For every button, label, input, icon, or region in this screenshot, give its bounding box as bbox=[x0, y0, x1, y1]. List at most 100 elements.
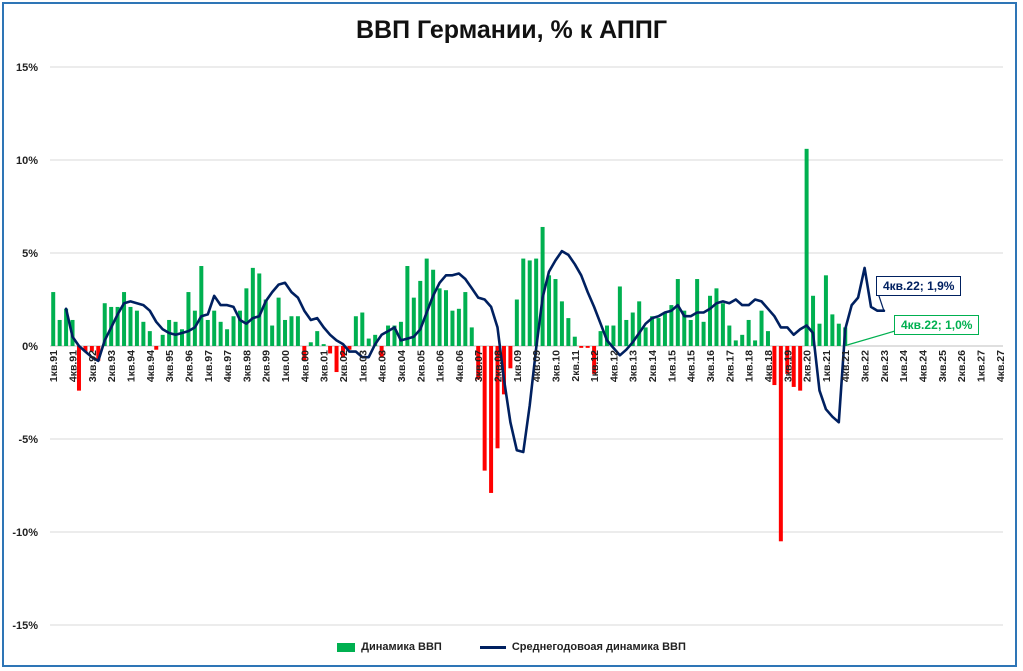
bar bbox=[199, 266, 204, 346]
x-tick-label: 1кв.09 bbox=[512, 350, 524, 382]
bar bbox=[688, 319, 693, 346]
bar bbox=[424, 258, 429, 346]
bar bbox=[418, 280, 423, 346]
bar bbox=[83, 346, 88, 352]
bar bbox=[295, 316, 300, 346]
bar bbox=[830, 314, 835, 346]
bar bbox=[257, 273, 262, 346]
x-tick-label: 2кв.96 bbox=[183, 350, 195, 382]
bar bbox=[675, 279, 680, 346]
bar bbox=[765, 331, 770, 346]
x-tick-label: 4кв.27 bbox=[995, 350, 1007, 382]
bar bbox=[514, 299, 519, 346]
bar bbox=[444, 290, 449, 346]
average-line bbox=[64, 249, 886, 454]
x-tick-label: 3кв.95 bbox=[164, 350, 176, 382]
bar bbox=[115, 306, 120, 346]
bar bbox=[617, 286, 622, 346]
bar bbox=[289, 316, 294, 346]
bar bbox=[811, 295, 816, 346]
bar bbox=[553, 279, 558, 346]
bar bbox=[437, 288, 442, 346]
bar bbox=[218, 321, 223, 346]
x-tick-label: 4кв.21 bbox=[840, 350, 852, 382]
bar bbox=[585, 346, 590, 348]
x-tick-label: 3кв.10 bbox=[551, 350, 563, 382]
x-tick-label: 2кв.02 bbox=[338, 350, 350, 382]
bar bbox=[669, 305, 674, 346]
bar bbox=[373, 334, 378, 346]
bar bbox=[495, 346, 500, 449]
bar bbox=[521, 258, 526, 346]
bar bbox=[662, 312, 667, 346]
bar bbox=[740, 334, 745, 346]
bar bbox=[540, 226, 545, 346]
bar bbox=[128, 306, 133, 346]
bar bbox=[482, 346, 487, 471]
bar bbox=[637, 301, 642, 346]
x-tick-label: 3кв.01 bbox=[319, 350, 331, 382]
legend: Динамика ВВП Среднегодовоая динамика ВВП bbox=[0, 641, 1023, 653]
y-tick-label: 0% bbox=[22, 341, 38, 353]
x-tick-label: 2кв.20 bbox=[802, 350, 814, 382]
callout-bar-last: 4кв.22; 1,0% bbox=[894, 315, 980, 335]
y-tick-label: 15% bbox=[16, 62, 38, 74]
bar bbox=[89, 346, 94, 352]
x-tick-label: 4кв.91 bbox=[68, 350, 80, 382]
x-tick-label: 2кв.11 bbox=[570, 350, 582, 382]
bar bbox=[431, 269, 436, 346]
x-axis-ticks: 1кв.91 4кв.91 3кв.92 2кв.93 1кв.94 4кв.94 3кв.… bbox=[48, 350, 1007, 382]
bar bbox=[791, 346, 796, 387]
x-tick-label: 3кв.19 bbox=[782, 350, 794, 382]
x-tick-label: 3кв.16 bbox=[705, 350, 717, 382]
bar bbox=[360, 312, 365, 346]
bar bbox=[463, 292, 468, 346]
bar bbox=[624, 319, 629, 346]
bar bbox=[753, 340, 758, 346]
x-tick-label: 3кв.07 bbox=[473, 350, 485, 382]
bar bbox=[785, 346, 790, 374]
x-tick-label: 2кв.23 bbox=[879, 350, 891, 382]
bar bbox=[450, 310, 455, 346]
bar bbox=[392, 325, 397, 346]
bar bbox=[386, 325, 391, 346]
bar bbox=[489, 346, 494, 493]
bar bbox=[334, 346, 339, 373]
x-tick-label: 1кв.21 bbox=[821, 350, 833, 382]
bar bbox=[798, 346, 803, 391]
bar bbox=[283, 319, 288, 346]
bar bbox=[231, 316, 236, 346]
bar bbox=[186, 292, 191, 346]
bar bbox=[778, 346, 783, 542]
bar bbox=[64, 308, 69, 346]
bar bbox=[733, 340, 738, 346]
bar bbox=[823, 275, 828, 346]
bar bbox=[302, 346, 307, 361]
bar bbox=[250, 267, 255, 346]
bar bbox=[566, 318, 571, 346]
bar bbox=[308, 342, 313, 346]
x-tick-label: 3кв.25 bbox=[937, 350, 949, 382]
x-tick-label: 1кв.12 bbox=[589, 350, 601, 382]
bar bbox=[276, 297, 281, 346]
line-series bbox=[64, 249, 886, 454]
bar bbox=[237, 310, 242, 346]
bar bbox=[134, 310, 139, 346]
x-tick-label: 1кв.97 bbox=[203, 350, 215, 382]
bar bbox=[122, 292, 127, 346]
bar bbox=[746, 319, 751, 346]
y-tick-label: -15% bbox=[12, 620, 38, 632]
x-tick-label: 4кв.18 bbox=[763, 350, 775, 382]
x-tick-label: 1кв.03 bbox=[357, 350, 369, 382]
bar bbox=[650, 316, 655, 346]
x-tick-label: 1кв.24 bbox=[898, 350, 910, 382]
bar bbox=[759, 310, 764, 346]
bar bbox=[328, 346, 333, 354]
bar bbox=[405, 266, 410, 346]
chart-title: ВВП Германии, % к АППГ bbox=[355, 16, 668, 44]
x-tick-label: 2кв.08 bbox=[493, 350, 505, 382]
bar bbox=[102, 303, 107, 346]
bar bbox=[643, 327, 648, 346]
bar bbox=[817, 323, 822, 346]
